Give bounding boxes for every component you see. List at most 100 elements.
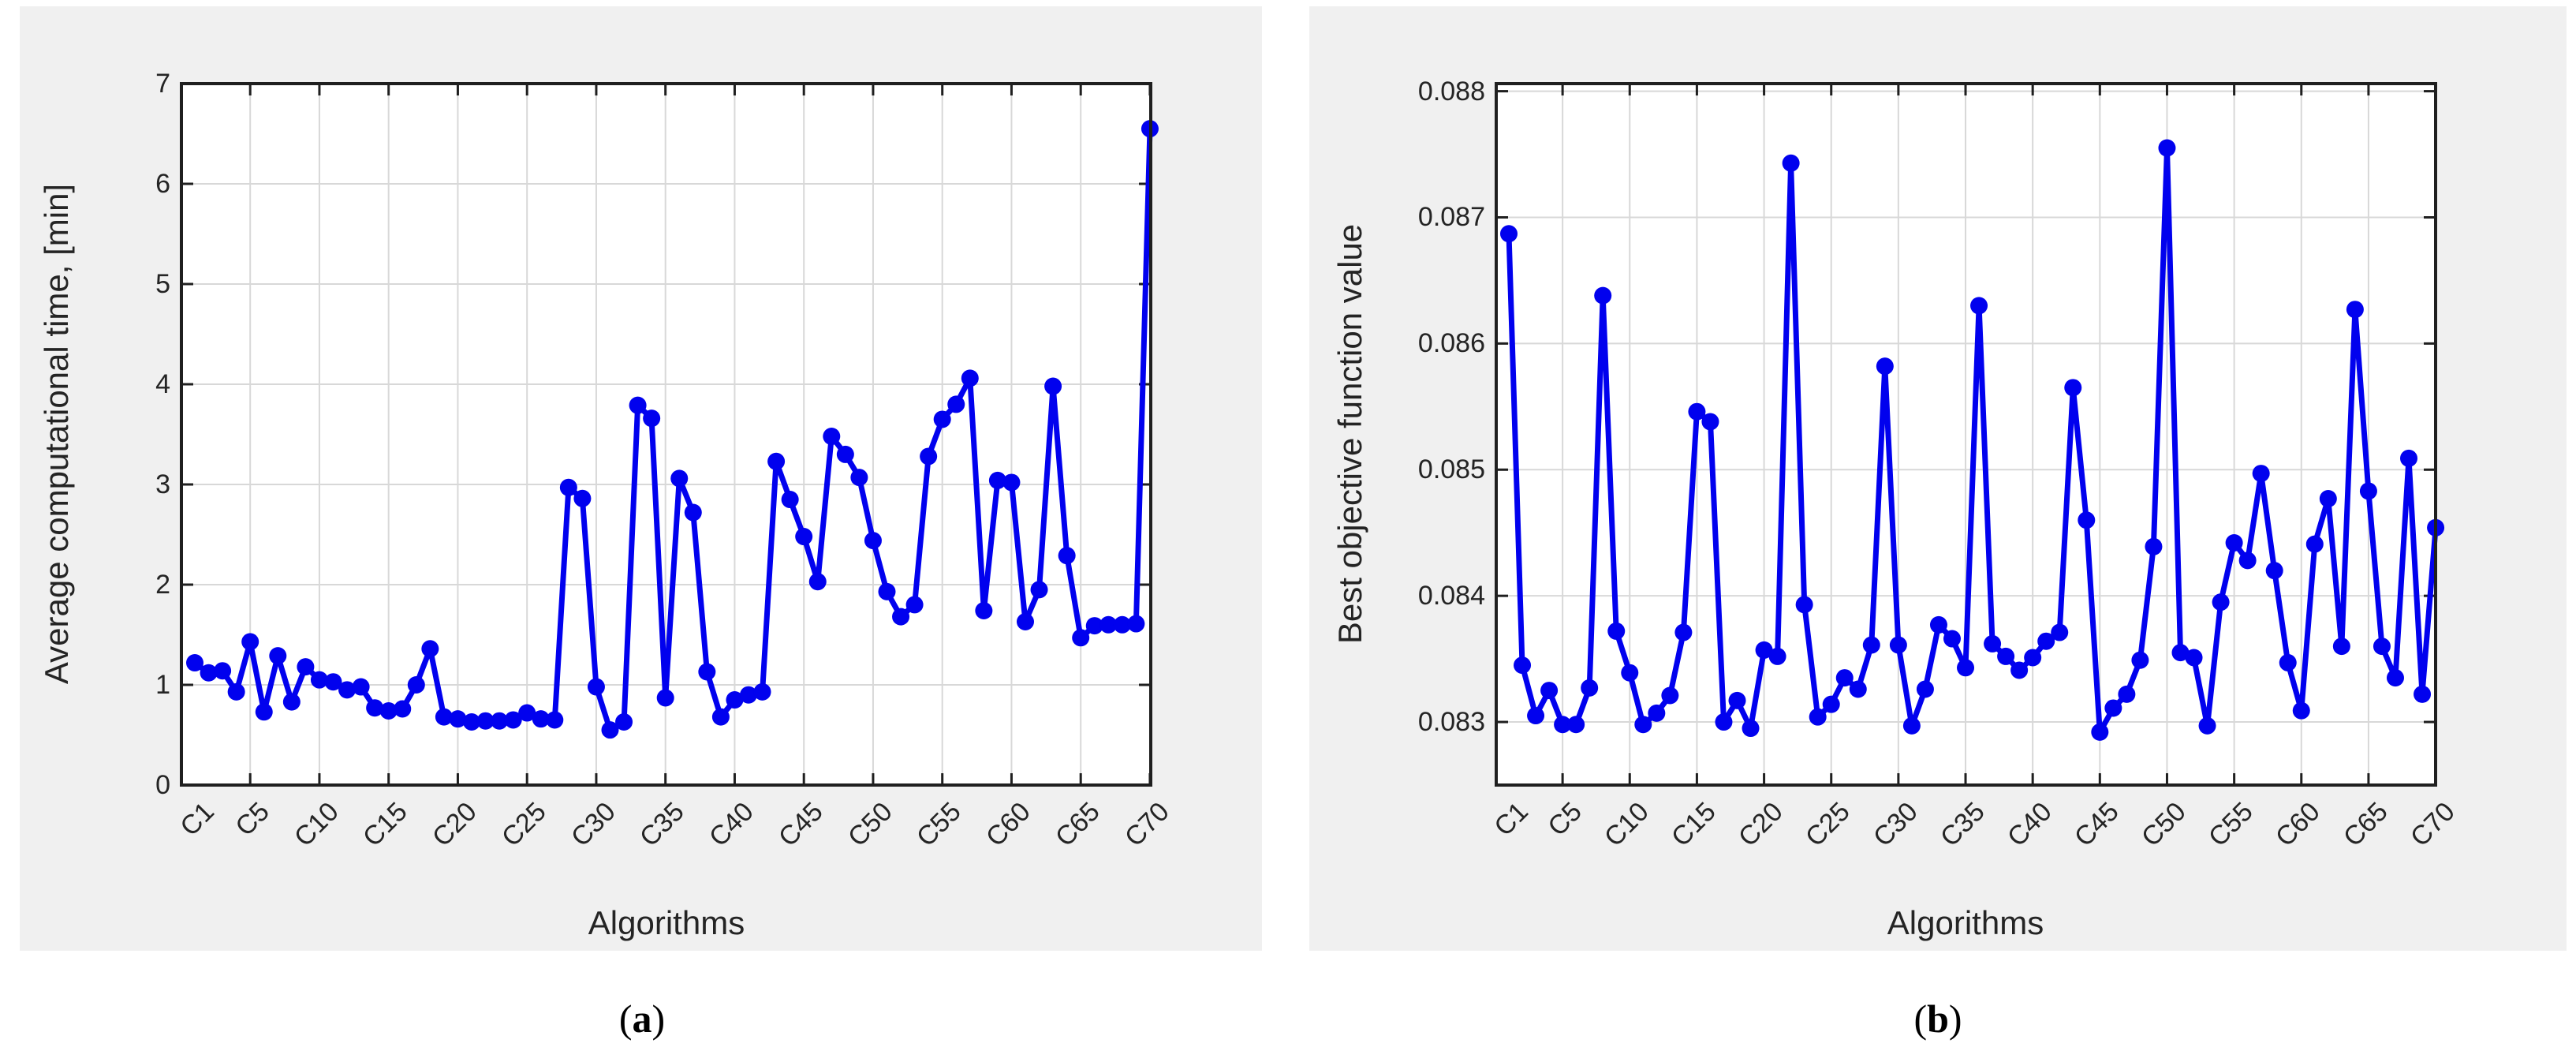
axis-border — [180, 82, 1152, 787]
y-tick-label: 4 — [155, 369, 170, 399]
data-point — [2037, 632, 2055, 650]
data-point — [795, 528, 813, 546]
data-point — [1127, 615, 1145, 633]
data-point — [1002, 473, 1021, 492]
data-point — [2212, 593, 2230, 611]
y-axis-label-b: Best objective function value — [1331, 223, 1368, 645]
data-point — [1957, 659, 1975, 677]
data-point — [1514, 656, 1532, 675]
data-point — [1795, 596, 1813, 614]
data-point — [629, 396, 647, 414]
y-tick-label: 7 — [155, 69, 170, 99]
data-point — [753, 682, 771, 701]
data-point — [2024, 649, 2042, 667]
data-point — [559, 478, 577, 496]
data-point — [615, 712, 633, 731]
data-point — [1085, 617, 1103, 635]
data-point — [1755, 641, 1773, 659]
data-point — [920, 447, 938, 466]
data-point — [2145, 537, 2163, 555]
data-point — [2238, 552, 2257, 570]
data-point — [255, 703, 273, 721]
data-point — [1916, 680, 1934, 698]
data-point — [1929, 615, 1947, 634]
data-point — [2171, 644, 2190, 662]
data-point — [1943, 630, 1961, 648]
data-point — [282, 693, 301, 711]
data-point — [601, 721, 619, 739]
data-point — [1984, 634, 2002, 653]
y-tick-label: 3 — [155, 469, 170, 499]
data-point — [1500, 225, 1518, 243]
data-point — [1849, 680, 1867, 698]
data-point — [324, 673, 342, 691]
x-axis-label-b: Algorithms — [1887, 904, 2044, 941]
data-point — [1782, 154, 1800, 172]
data-point — [1581, 679, 1599, 697]
data-point — [767, 452, 786, 470]
caption-letter: b — [1927, 997, 1949, 1041]
data-point — [1099, 615, 1118, 634]
data-point — [1742, 720, 1760, 738]
chart-svg-b — [1495, 82, 2445, 787]
data-point — [1674, 623, 1693, 641]
data-point — [310, 671, 328, 689]
data-point — [587, 678, 605, 696]
data-point — [532, 710, 550, 728]
data-point — [2225, 534, 2243, 552]
data-point — [2051, 623, 2069, 641]
data-point — [546, 711, 564, 729]
data-point — [2414, 685, 2432, 703]
data-point — [1113, 615, 1131, 634]
data-point — [2064, 379, 2082, 397]
data-point — [698, 663, 716, 681]
x-axis-label-a: Algorithms — [588, 904, 745, 941]
data-point — [643, 409, 661, 428]
y-tick-label: 1 — [155, 670, 170, 700]
data-point — [975, 602, 993, 620]
data-point — [1030, 581, 1048, 599]
data-point — [726, 691, 744, 709]
data-point — [1889, 636, 1907, 654]
y-tick-label: 5 — [155, 269, 170, 299]
data-point — [1540, 682, 1559, 700]
data-point — [1661, 686, 1679, 705]
data-point — [573, 489, 592, 507]
data-point — [2091, 723, 2109, 741]
data-point — [808, 573, 827, 591]
data-point — [656, 689, 674, 707]
data-point — [1876, 357, 1894, 376]
data-point — [518, 704, 536, 722]
data-point — [1862, 636, 1880, 654]
data-point — [394, 700, 412, 718]
data-point — [2292, 701, 2310, 720]
data-point — [2198, 716, 2216, 735]
y-tick-label: 0.086 — [1417, 328, 1485, 359]
data-point — [1688, 402, 1706, 421]
data-point — [1527, 707, 1545, 725]
data-point — [850, 469, 868, 487]
data-point — [2010, 661, 2029, 679]
data-point — [892, 608, 910, 626]
data-point — [1809, 708, 1827, 726]
data-point — [449, 710, 467, 728]
caption-letter: a — [632, 997, 652, 1041]
data-point — [878, 582, 896, 600]
data-point — [1728, 691, 1746, 709]
caption-paren: ) — [651, 997, 666, 1041]
caption-paren: ( — [618, 997, 633, 1041]
data-point — [297, 658, 315, 676]
data-point — [504, 711, 522, 729]
y-tick-label: 0.083 — [1417, 707, 1485, 738]
subfigure-caption-b: (b) — [1913, 996, 1962, 1041]
data-point — [1607, 622, 1626, 640]
data-point — [491, 712, 509, 730]
data-point — [1768, 647, 1786, 665]
data-point — [2185, 649, 2203, 667]
data-point — [200, 664, 218, 682]
data-point — [1648, 704, 1666, 722]
data-point — [1822, 695, 1840, 713]
data-point — [241, 633, 259, 651]
data-point — [933, 410, 951, 428]
data-point — [1621, 664, 1639, 682]
